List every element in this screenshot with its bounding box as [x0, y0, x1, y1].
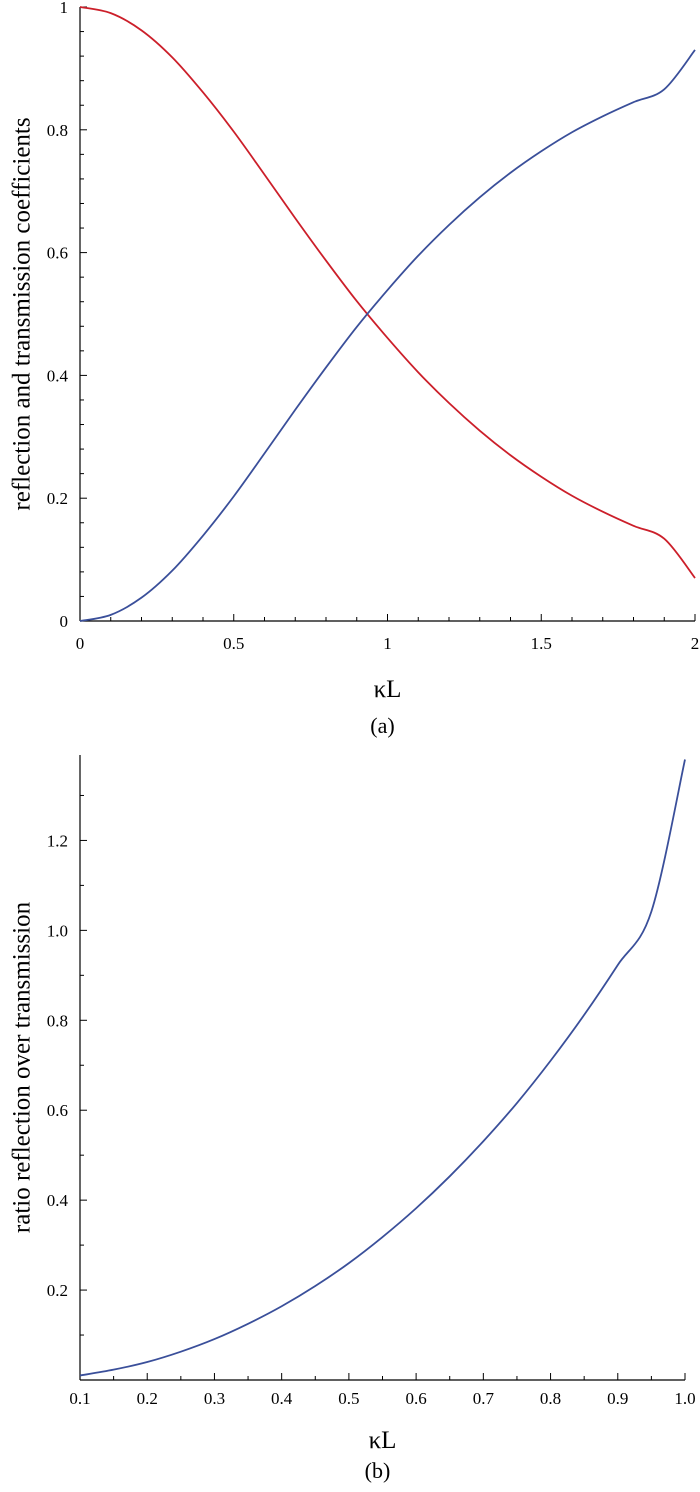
x-axis-label: κL: [369, 1427, 397, 1454]
y-tick-label: 1: [60, 0, 69, 17]
y-tick-label: 0.8: [47, 1011, 68, 1030]
x-tick-label: 0.5: [223, 634, 244, 653]
x-tick-label: 1.5: [531, 634, 552, 653]
x-tick-label: 0.6: [405, 1389, 426, 1408]
x-tick-label: 0.3: [204, 1389, 225, 1408]
y-tick-label: 0.6: [47, 1101, 68, 1120]
y-tick-label: 0.4: [47, 1191, 69, 1210]
x-tick-label: 0.5: [338, 1389, 359, 1408]
y-tick-label: 0.4: [47, 366, 69, 385]
x-tick-label: 1.0: [674, 1389, 695, 1408]
x-tick-label: 0: [76, 634, 85, 653]
y-tick-label: 1.0: [47, 921, 68, 940]
x-tick-label: 0.8: [540, 1389, 561, 1408]
x-tick-label: 0.1: [69, 1389, 90, 1408]
y-axis-label: ratio reflection over transmission: [9, 901, 36, 1233]
series-line-2: [79, 49, 696, 622]
panel-label: (a): [370, 713, 394, 738]
y-tick-label: 1.2: [47, 831, 68, 850]
y-tick-label: 0.6: [47, 244, 68, 263]
y-tick-label: 0.8: [47, 121, 68, 140]
x-tick-label: 0.4: [271, 1389, 293, 1408]
x-axis-label: κL: [374, 676, 402, 703]
x-tick-label: 0.2: [137, 1389, 158, 1408]
chart-panel-a: 0 0.5 1 1.5 2 0 0.2 0.4 0.6 0.8 1 κL reflection and …: [9, 0, 700, 738]
panel-label: (b): [365, 1458, 391, 1483]
x-tick-label: 2: [691, 634, 700, 653]
series-line-1: [79, 6, 696, 579]
y-tick-label: 0.2: [47, 489, 68, 508]
x-tick-label: 1: [383, 634, 392, 653]
chart-panel-b: 0.1 0.2 0.3 0.4 0.5 0.6 0.7 0.8 0.9 1.0 0.2 0.4 0.6 0…: [9, 755, 696, 1483]
x-tick-label: 0.9: [607, 1389, 628, 1408]
y-tick-label: 0.2: [47, 1281, 68, 1300]
series-line-1: [79, 759, 686, 1377]
y-tick-label: 0: [60, 612, 69, 631]
x-tick-label: 0.7: [473, 1389, 495, 1408]
y-axis-label: reflection and transmission coefficients: [9, 117, 36, 510]
